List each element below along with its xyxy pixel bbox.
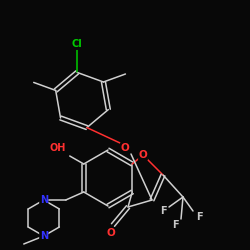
Text: OH: OH bbox=[50, 143, 66, 153]
Text: N: N bbox=[40, 231, 48, 241]
Text: Cl: Cl bbox=[72, 40, 83, 50]
Text: F: F bbox=[172, 220, 178, 230]
Text: O: O bbox=[138, 150, 147, 160]
Text: N: N bbox=[40, 195, 48, 205]
Text: F: F bbox=[160, 206, 166, 216]
Text: O: O bbox=[120, 143, 130, 153]
Text: F: F bbox=[196, 212, 202, 222]
Text: O: O bbox=[106, 228, 116, 238]
